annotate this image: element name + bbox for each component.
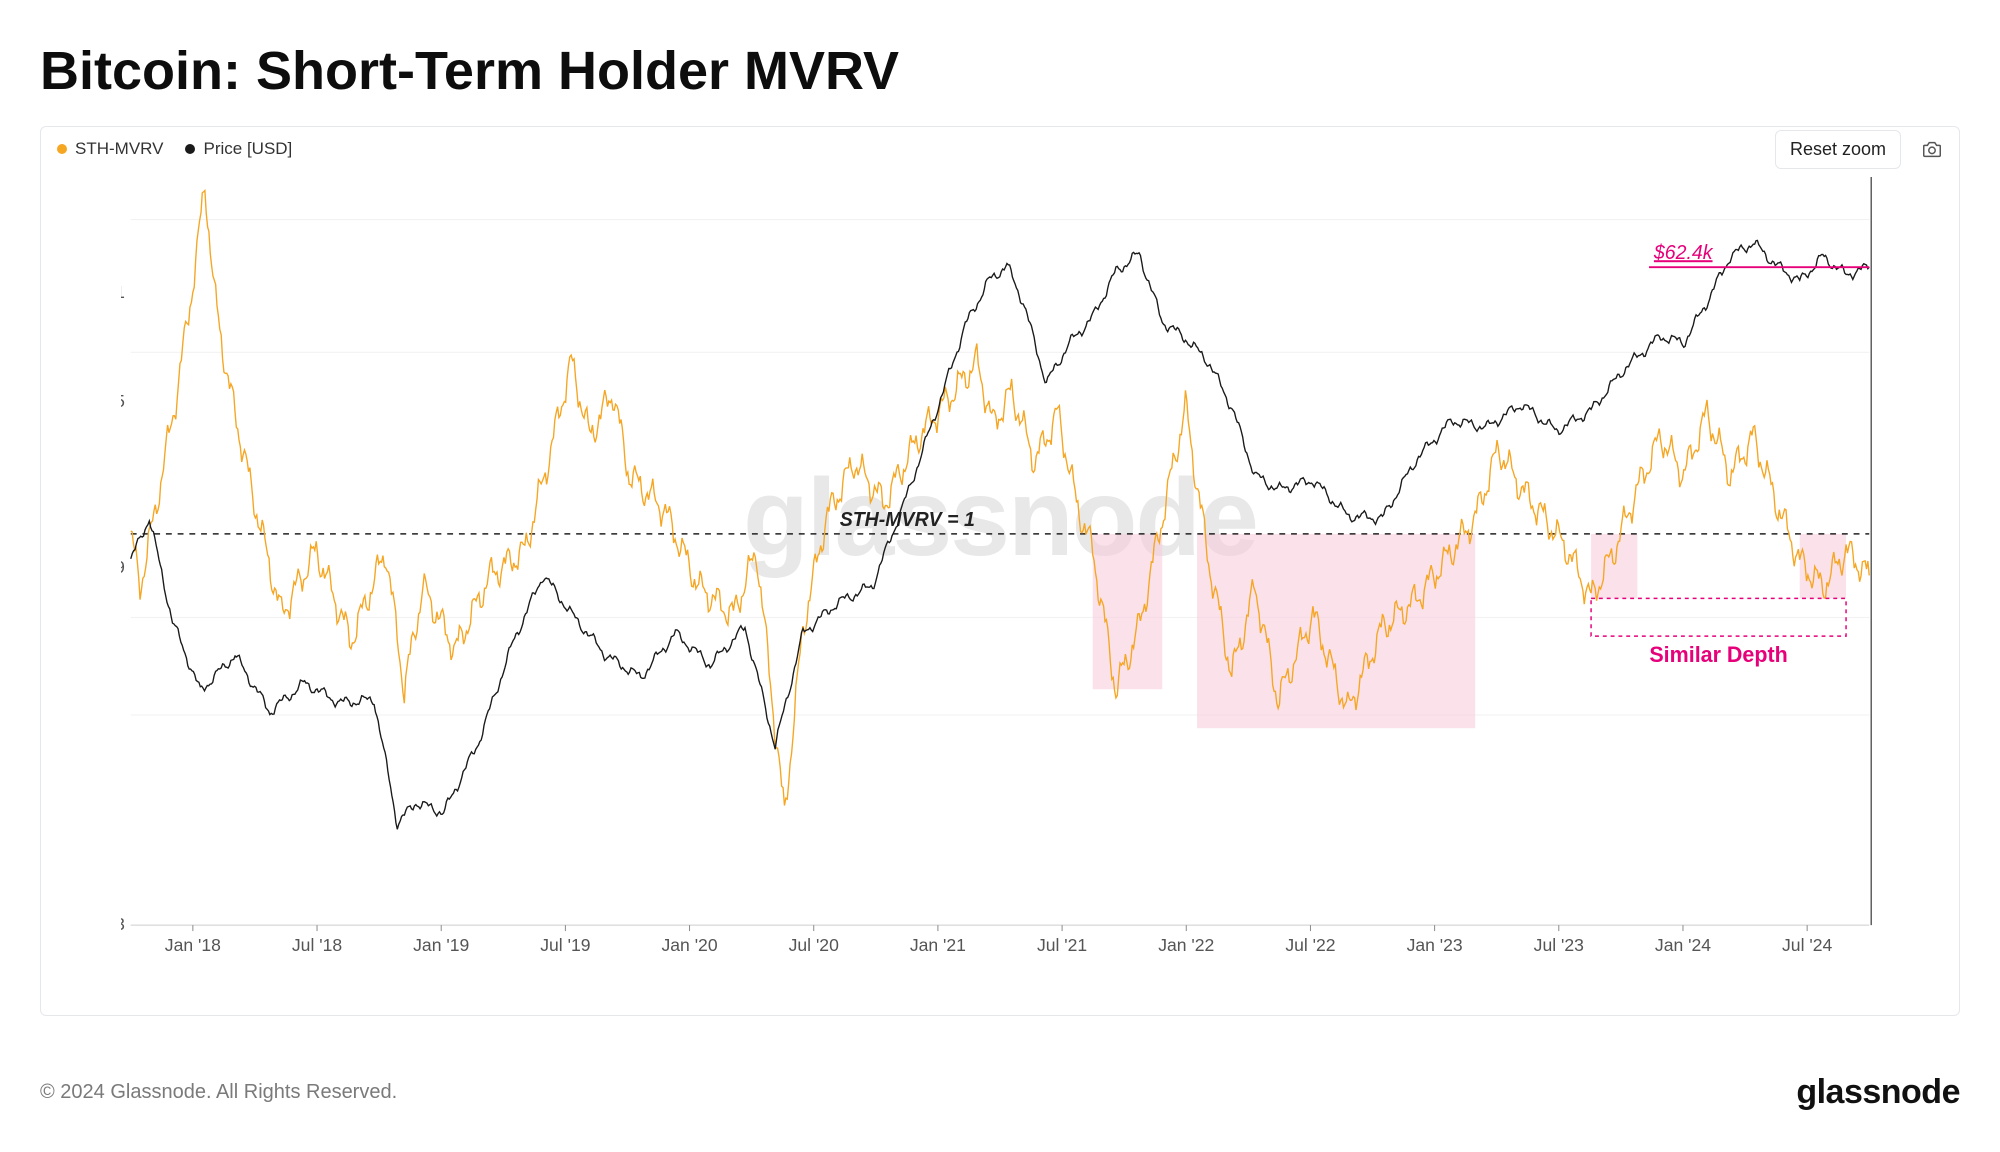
svg-text:Jul '24: Jul '24 (1782, 935, 1832, 955)
svg-text:Jul '23: Jul '23 (1534, 935, 1584, 955)
plot-area[interactable]: glassnodeSTH-MVRV = 1 $62.4k Similar Depth… (121, 177, 1879, 965)
copyright-text: © 2024 Glassnode. All Rights Reserved. (40, 1081, 397, 1104)
legend-item-price[interactable]: Price [USD] (185, 139, 292, 159)
legend: STH-MVRV Price [USD] (57, 139, 292, 159)
svg-text:Jan '24: Jan '24 (1655, 935, 1711, 955)
svg-text:Jan '20: Jan '20 (662, 935, 718, 955)
svg-text:Jul '22: Jul '22 (1285, 935, 1335, 955)
svg-text:Jan '23: Jan '23 (1407, 935, 1463, 955)
legend-dot-mvrv (57, 144, 67, 154)
reset-zoom-button[interactable]: Reset zoom (1775, 130, 1901, 169)
svg-text:Jul '18: Jul '18 (292, 935, 342, 955)
svg-text:Jul '21: Jul '21 (1037, 935, 1087, 955)
legend-label-price: Price [USD] (203, 139, 292, 159)
svg-text:Jan '21: Jan '21 (910, 935, 966, 955)
chart-card: STH-MVRV Price [USD] Reset zoom glassnod… (40, 126, 1960, 1016)
svg-text:0.3: 0.3 (121, 914, 125, 934)
legend-dot-price (185, 144, 195, 154)
camera-icon[interactable] (1921, 138, 1943, 160)
svg-text:$62.4k: $62.4k (1653, 242, 1714, 264)
page-title: Bitcoin: Short-Term Holder MVRV (40, 40, 1960, 102)
svg-text:Jul '20: Jul '20 (789, 935, 839, 955)
svg-text:Jan '18: Jan '18 (165, 935, 221, 955)
svg-text:2.1: 2.1 (121, 282, 125, 302)
legend-item-mvrv[interactable]: STH-MVRV (57, 139, 163, 159)
svg-text:Jul '19: Jul '19 (540, 935, 590, 955)
svg-text:1.5: 1.5 (121, 391, 125, 411)
svg-text:0.9: 0.9 (121, 557, 125, 577)
svg-text:Jan '19: Jan '19 (413, 935, 469, 955)
svg-text:glassnode: glassnode (743, 457, 1257, 579)
legend-label-mvrv: STH-MVRV (75, 139, 163, 159)
svg-text:Jan '22: Jan '22 (1158, 935, 1214, 955)
svg-text:STH-MVRV = 1: STH-MVRV = 1 (840, 509, 975, 531)
svg-text:Similar Depth: Similar Depth (1649, 642, 1787, 667)
brand-logo: glassnode (1796, 1073, 1960, 1112)
chart-top-bar: STH-MVRV Price [USD] Reset zoom (41, 127, 1959, 171)
